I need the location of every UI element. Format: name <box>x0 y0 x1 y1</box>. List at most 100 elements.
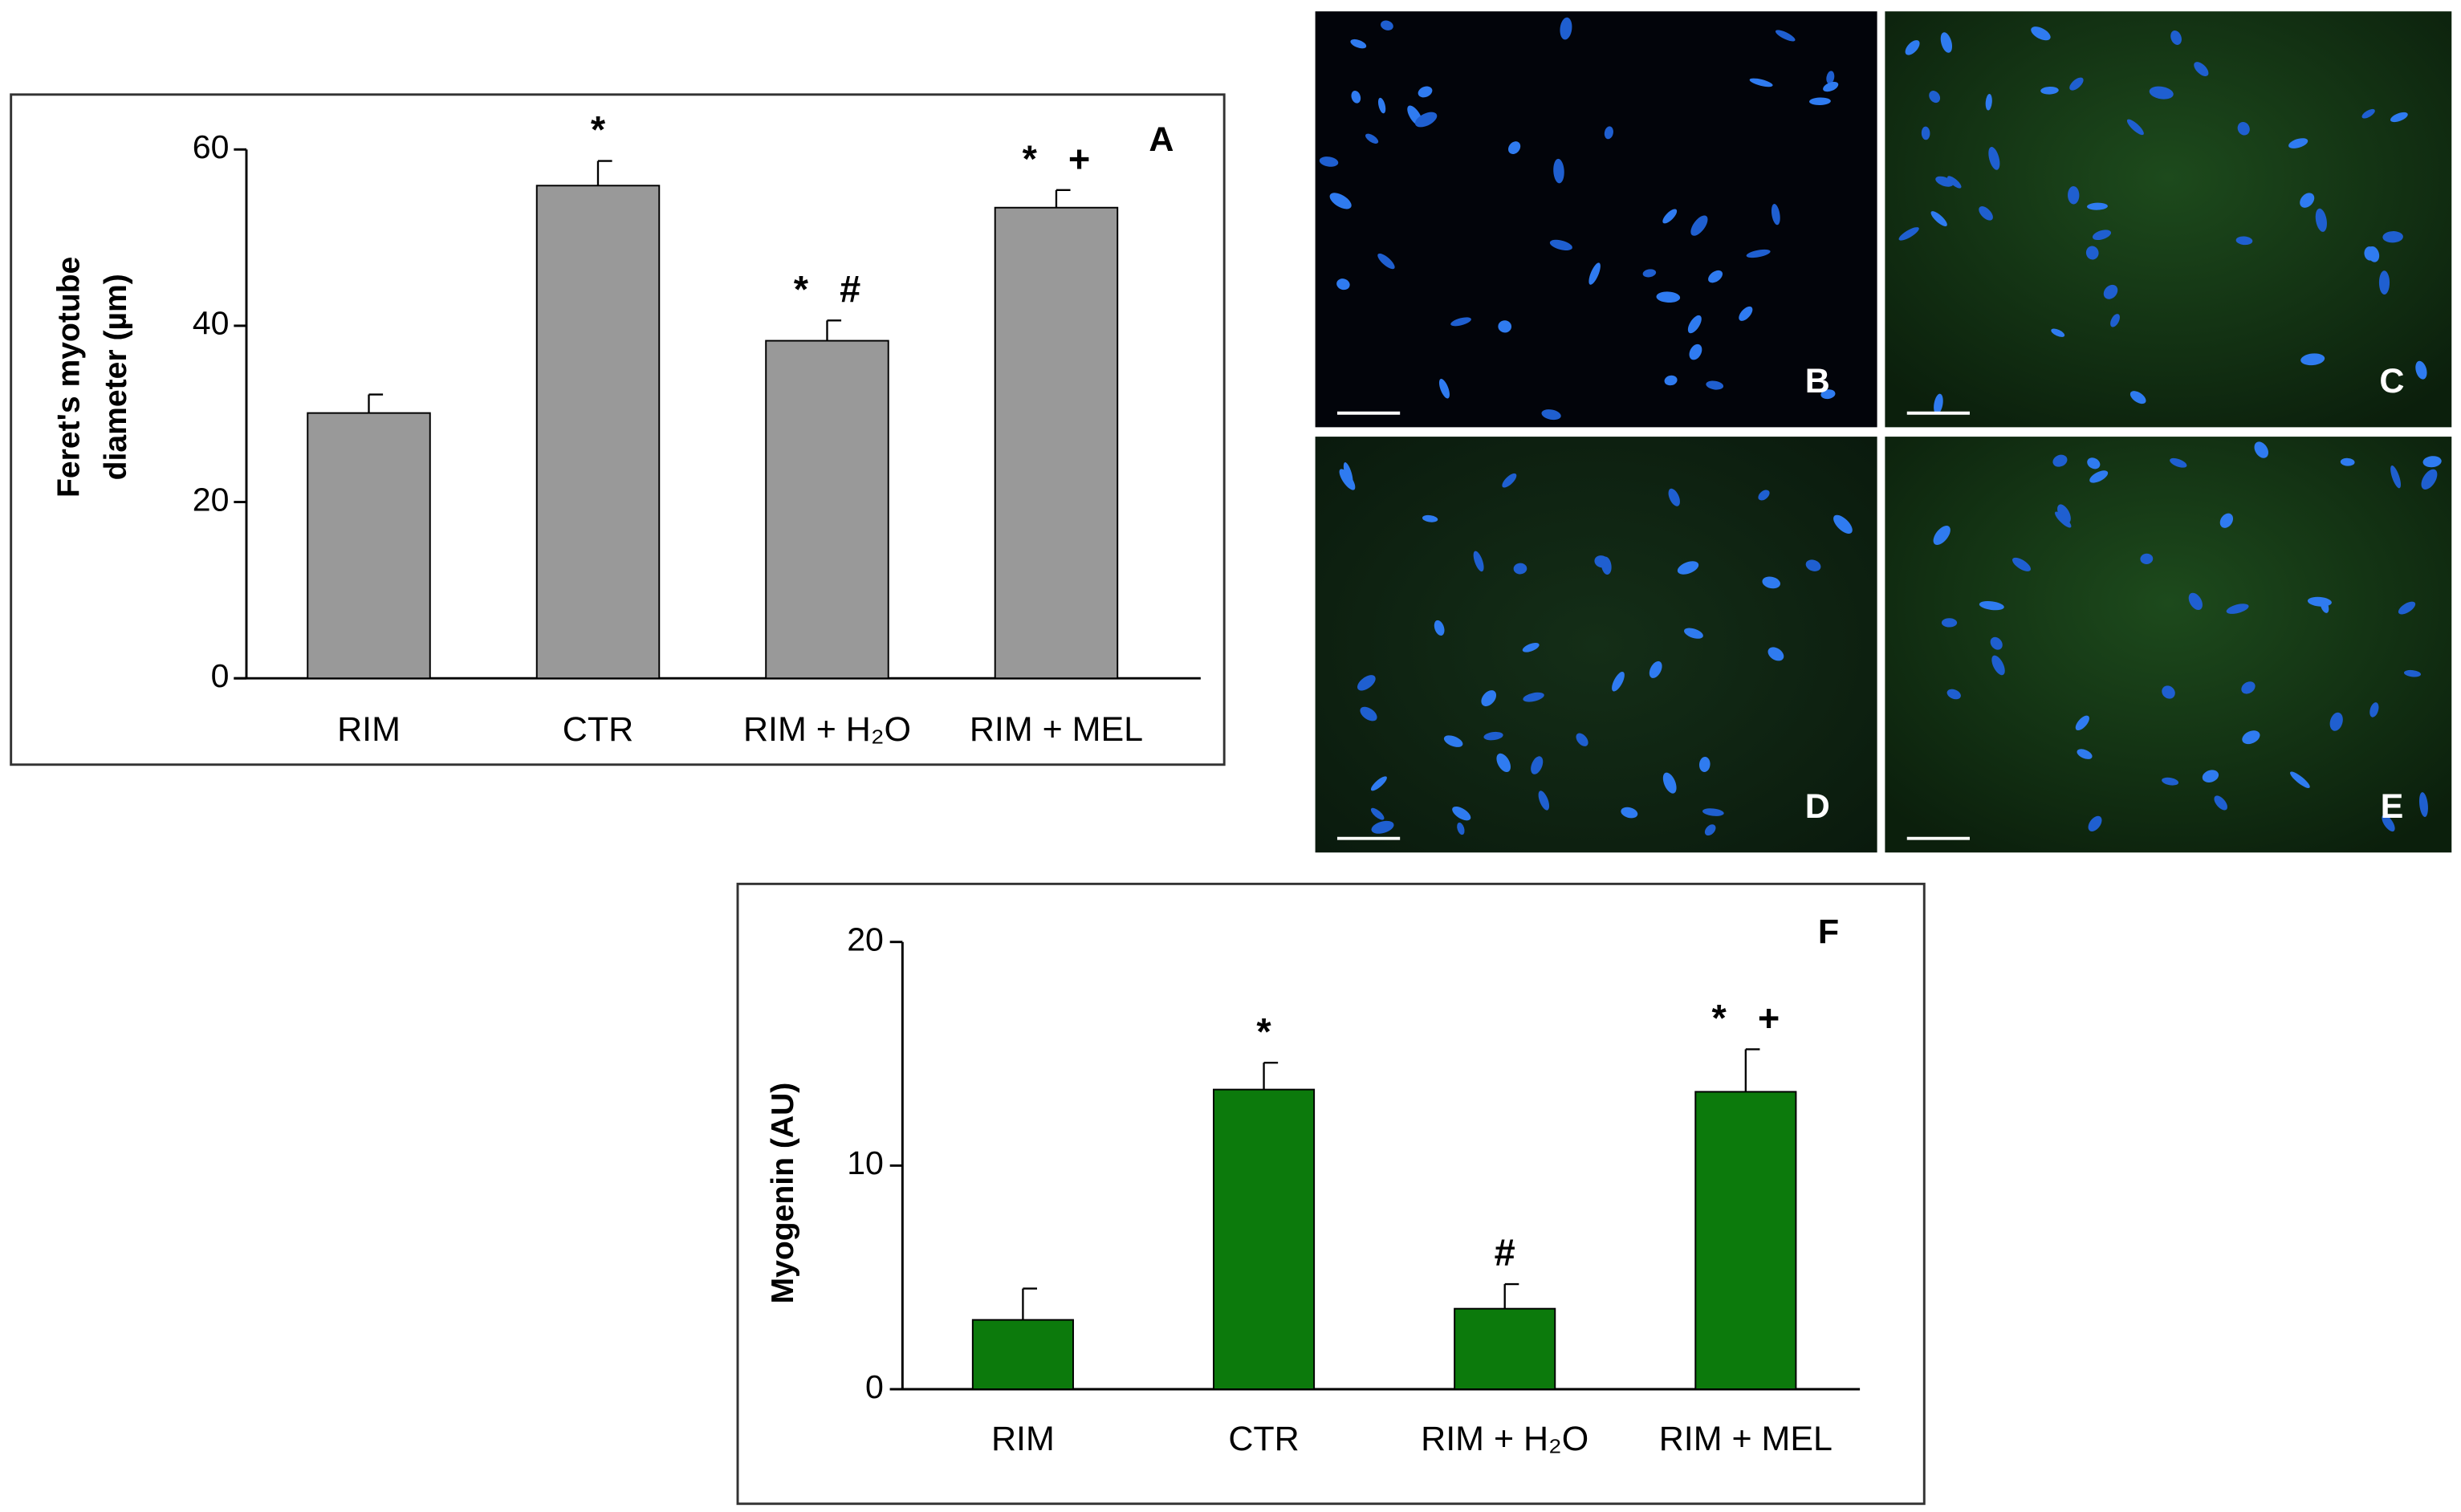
nucleus <box>2382 231 2403 243</box>
nucleus <box>1979 601 2004 611</box>
x-tick-label: RIM + MEL <box>1659 1420 1833 1458</box>
nucleus <box>2418 792 2428 817</box>
nucleus <box>2129 391 2146 404</box>
nucleus <box>2162 777 2179 786</box>
nucleus <box>1991 655 2005 676</box>
panel-label: F <box>1818 912 1839 951</box>
nucleus <box>1371 820 1394 834</box>
nucleus <box>1612 671 1625 692</box>
nucleus <box>2235 236 2253 246</box>
nucleus <box>1662 209 1678 224</box>
nucleus <box>1947 176 1962 189</box>
nucleus <box>1687 315 1702 334</box>
nucleus <box>1594 555 1609 568</box>
nucleus <box>2077 749 2093 759</box>
y-tick-label: 40 <box>193 305 230 342</box>
nucleus <box>1979 206 1993 221</box>
nucleus <box>1642 269 1657 278</box>
nucleus <box>1377 97 1386 114</box>
bar <box>307 412 431 680</box>
nucleus <box>1739 306 1753 321</box>
nucleus <box>1749 78 1773 87</box>
x-tick-label: CTR <box>1228 1420 1299 1458</box>
nucleus <box>1588 262 1601 285</box>
bar <box>994 206 1119 680</box>
nucleus <box>1370 807 1385 820</box>
nucleus <box>1690 215 1708 236</box>
nucleus <box>2340 457 2355 466</box>
nucleus <box>1502 473 1517 488</box>
nucleus <box>2378 270 2390 295</box>
micrograph: B <box>1315 11 1877 428</box>
nucleus <box>2170 457 2187 468</box>
nucleus <box>1604 126 1613 140</box>
nucleus <box>1351 90 1361 104</box>
nucleus <box>1350 39 1367 49</box>
nucleus <box>2052 454 2068 467</box>
nucleus <box>2415 360 2427 380</box>
nucleus <box>1381 20 1393 30</box>
nucleus <box>2202 770 2219 782</box>
nucleus <box>1452 806 1471 821</box>
nucleus <box>2087 457 2101 469</box>
nucleus <box>1336 278 1350 291</box>
nucleus <box>1702 808 1724 816</box>
nucleus <box>2315 208 2327 232</box>
x-tick-label: RIM + H₂O <box>743 710 911 749</box>
y-tick-label: 10 <box>847 1144 884 1181</box>
micrograph: C <box>1885 11 2452 428</box>
nucleus <box>2110 314 2120 327</box>
micrograph: D <box>1315 437 1877 853</box>
nucleus <box>2329 712 2343 731</box>
nucleus <box>1365 133 1379 144</box>
y-tick-label: 20 <box>193 481 230 518</box>
micrograph-background <box>1885 437 2452 853</box>
significance-mark: * + <box>1711 998 1780 1039</box>
nucleus <box>2307 596 2332 607</box>
nucleus <box>1418 86 1433 98</box>
nucleus <box>1576 733 1588 746</box>
nucleus <box>1473 551 1484 572</box>
nucleus <box>1560 17 1572 40</box>
nucleus <box>1438 379 1450 399</box>
nucleus <box>1496 753 1511 773</box>
nucleus <box>1662 772 1677 794</box>
nucleus <box>1656 291 1681 303</box>
nucleus <box>1357 675 1376 691</box>
nucleus <box>2382 815 2395 832</box>
nucleus <box>2057 504 2071 523</box>
nucleus <box>1823 81 1839 92</box>
nucleus <box>1483 731 1503 741</box>
nucleus <box>2055 511 2072 528</box>
nucleus <box>1985 94 1992 111</box>
x-tick-label: CTR <box>563 710 633 749</box>
nucleus <box>1370 776 1387 791</box>
nucleus <box>2031 26 2051 41</box>
nucleus <box>1934 393 1943 415</box>
nucleus <box>1414 112 1438 128</box>
nucleus <box>1929 91 1941 104</box>
nucleus <box>1767 647 1784 661</box>
nucleus <box>2219 513 2234 528</box>
nucleus <box>1339 469 1356 490</box>
nucleus <box>2075 715 2089 731</box>
nucleus <box>1809 97 1831 105</box>
nucleus <box>1771 204 1780 226</box>
nucleus <box>1621 807 1638 819</box>
nucleus <box>1531 756 1544 774</box>
nucleus <box>2069 77 2084 91</box>
significance-mark: * # <box>794 269 860 311</box>
nucleus <box>2300 353 2325 366</box>
nucleus <box>1513 563 1527 575</box>
nucleus <box>2364 246 2376 261</box>
nucleus <box>1457 822 1465 835</box>
significance-mark: * + <box>1023 138 1091 180</box>
nucleus <box>2012 557 2032 571</box>
image-label: C <box>2379 362 2404 400</box>
nucleus <box>1329 193 1352 209</box>
nucleus <box>2254 441 2268 458</box>
nucleus <box>2398 601 2416 615</box>
nucleus <box>1775 30 1796 42</box>
nucleus <box>2068 185 2080 205</box>
nucleus <box>2242 730 2260 745</box>
